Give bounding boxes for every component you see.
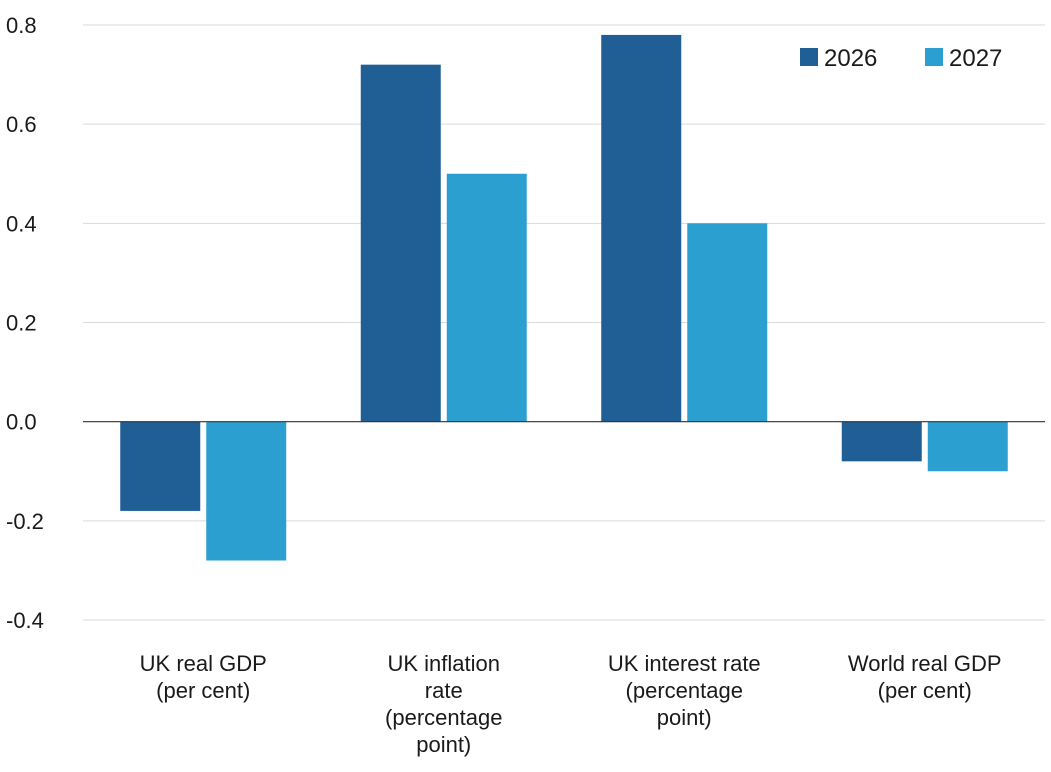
category-label: point) [657, 705, 712, 730]
y-tick-label: 0.0 [6, 410, 37, 435]
category-label: (per cent) [878, 678, 972, 703]
category-label: (per cent) [156, 678, 250, 703]
bar-2026 [601, 34, 682, 422]
category-label: (percentage [626, 678, 743, 703]
bar-2027 [206, 421, 287, 561]
legend: 2026 2027 [800, 45, 1002, 72]
y-tick-label: -0.4 [6, 608, 44, 633]
category-label: point) [416, 732, 471, 757]
y-tick-label: 0.2 [6, 311, 37, 336]
bar-2026 [120, 421, 201, 511]
y-tick-label: -0.2 [6, 509, 44, 534]
bar-2026 [841, 421, 922, 462]
category-label: UK interest rate [608, 651, 761, 676]
legend-label: 2027 [949, 45, 1002, 72]
legend-swatch-2027 [925, 48, 943, 66]
legend-label: 2026 [824, 45, 877, 72]
y-axis-ticks: -0.4 -0.2 0.0 0.2 0.4 0.6 0.8 [6, 13, 44, 633]
category-label: UK inflation [387, 651, 500, 676]
category-label: (percentage [385, 705, 502, 730]
legend-swatch-2026 [800, 48, 818, 66]
bars [120, 34, 1008, 561]
x-axis-categories: UK real GDP(per cent)UK inflationrate(pe… [140, 651, 1002, 757]
bar-2027 [446, 173, 527, 422]
category-label: UK real GDP [140, 651, 267, 676]
y-tick-label: 0.4 [6, 211, 37, 236]
category-label: World real GDP [848, 651, 1002, 676]
y-tick-label: 0.6 [6, 112, 37, 137]
bar-2026 [360, 64, 441, 422]
category-label: rate [425, 678, 463, 703]
bar-2027 [927, 421, 1008, 472]
bar-2027 [687, 223, 768, 422]
y-tick-label: 0.8 [6, 13, 37, 38]
